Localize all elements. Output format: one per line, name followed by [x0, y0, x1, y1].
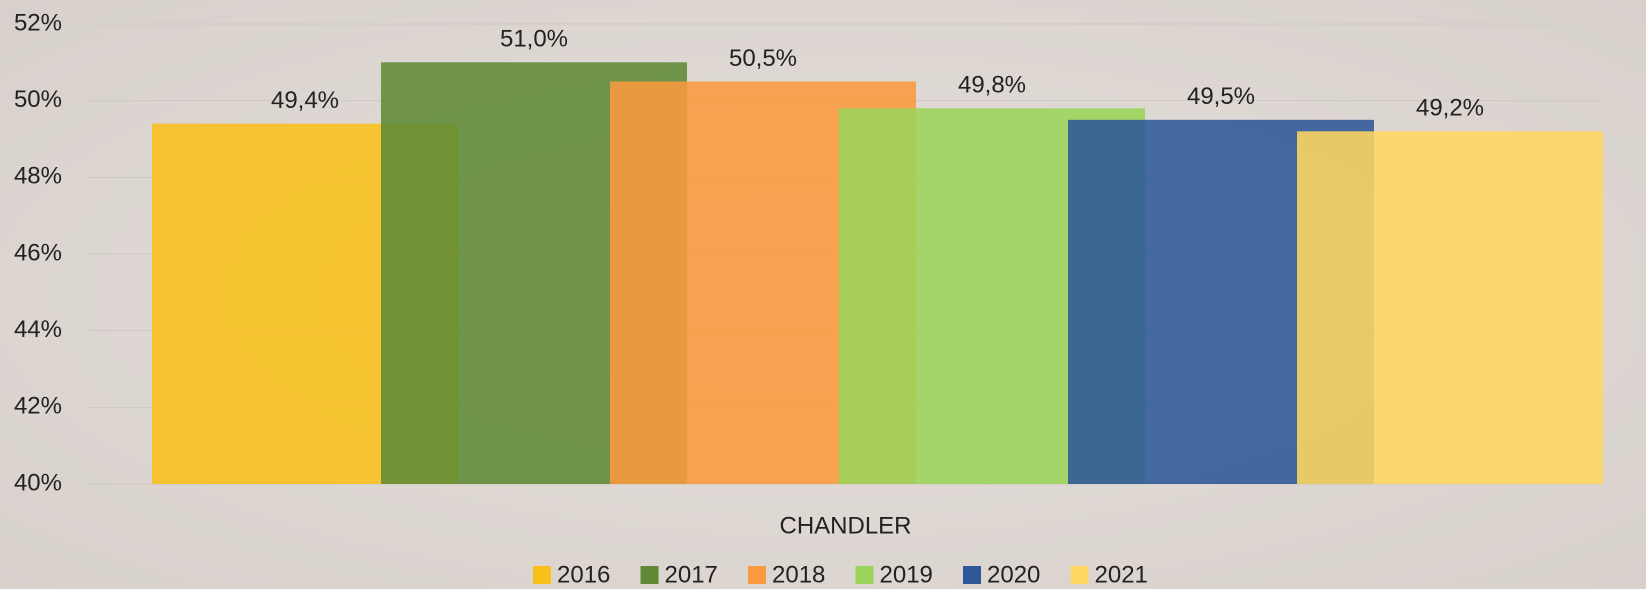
y-tick-label: 44%	[14, 316, 62, 343]
data-label: 49,8%	[958, 72, 1026, 99]
legend-label: 2016	[557, 561, 610, 588]
y-tick-label: 42%	[14, 393, 62, 420]
data-label: 51,0%	[500, 26, 568, 53]
y-tick-label: 50%	[14, 86, 62, 113]
data-label: 49,5%	[1187, 83, 1255, 110]
data-label: 50,5%	[729, 45, 797, 72]
legend-swatch	[748, 566, 766, 584]
legend-swatch	[640, 566, 659, 584]
bar	[1297, 131, 1603, 485]
y-tick-label: 46%	[14, 239, 62, 266]
y-tick-label: 40%	[14, 469, 62, 496]
legend-label: 2021	[1095, 561, 1148, 588]
legend-swatch	[963, 566, 981, 584]
data-label: 49,4%	[271, 87, 339, 114]
legend-swatch	[855, 566, 874, 584]
y-tick-label: 52%	[14, 9, 62, 36]
y-tick-label: 48%	[14, 163, 62, 190]
legend-label: 2018	[772, 561, 825, 588]
x-tick-label: CHANDLER	[779, 512, 911, 539]
legend-swatch	[533, 566, 551, 584]
legend-label: 2020	[987, 561, 1040, 588]
data-label: 49,2%	[1416, 95, 1484, 122]
legend-label: 2019	[880, 561, 933, 588]
legend-swatch	[1070, 566, 1089, 584]
legend-label: 2017	[665, 561, 718, 588]
